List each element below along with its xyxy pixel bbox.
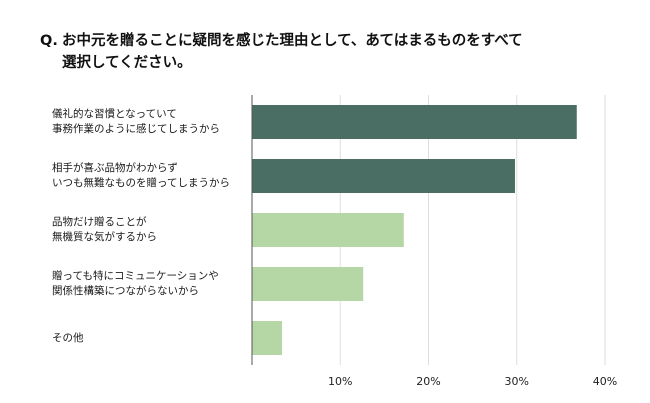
x-tick-label-1: 20% bbox=[416, 375, 440, 388]
category-label-1-line-0: 相手が喜ぶ品物がわからず bbox=[52, 162, 178, 174]
category-label-0-line-0: 儀礼的な習慣となっていて bbox=[52, 108, 177, 120]
question-title: Q. お中元を贈ることに疑問を感じた理由として、あてはまるものをすべて 選択してく… bbox=[40, 30, 630, 74]
bar-0 bbox=[252, 105, 577, 139]
question-line-1: お中元を贈ることに疑問を感じた理由として、あてはまるものをすべて bbox=[62, 33, 523, 49]
category-label-3: 贈っても特にコミュニケーションや 関係性構築につながらないから bbox=[52, 269, 248, 299]
x-tick-label-2: 30% bbox=[505, 375, 529, 388]
category-label-2-line-0: 品物だけ贈ることが bbox=[52, 216, 147, 228]
category-label-4: その他 bbox=[52, 331, 248, 346]
category-label-1-line-1: いつも無難なものを贈ってしまうから bbox=[52, 177, 230, 189]
bar-1 bbox=[252, 159, 515, 193]
category-label-3-line-1: 関係性構築につながらないから bbox=[52, 285, 199, 297]
bar-2 bbox=[252, 213, 404, 247]
question-line-2: 選択してください。 bbox=[62, 55, 192, 71]
category-label-2: 品物だけ贈ることが 無機質な気がするから bbox=[52, 215, 248, 245]
category-label-4-line-0: その他 bbox=[52, 331, 84, 344]
category-label-2-line-1: 無機質な気がするから bbox=[52, 231, 157, 243]
bar-3 bbox=[252, 267, 364, 301]
question-prefix: Q. bbox=[40, 33, 58, 49]
category-label-3-line-0: 贈っても特にコミュニケーションや bbox=[52, 270, 219, 282]
x-tick-label-0: 10% bbox=[328, 375, 352, 388]
category-label-0-line-1: 事務作業のように感じてしまうから bbox=[52, 123, 220, 135]
category-label-1: 相手が喜ぶ品物がわからずいつも無難なものを贈ってしまうから bbox=[52, 161, 248, 191]
x-tick-label-3: 40% bbox=[593, 375, 617, 388]
bar-4 bbox=[252, 321, 283, 355]
category-label-0: 儀礼的な習慣となっていて事務作業のように感じてしまうから bbox=[52, 107, 248, 137]
